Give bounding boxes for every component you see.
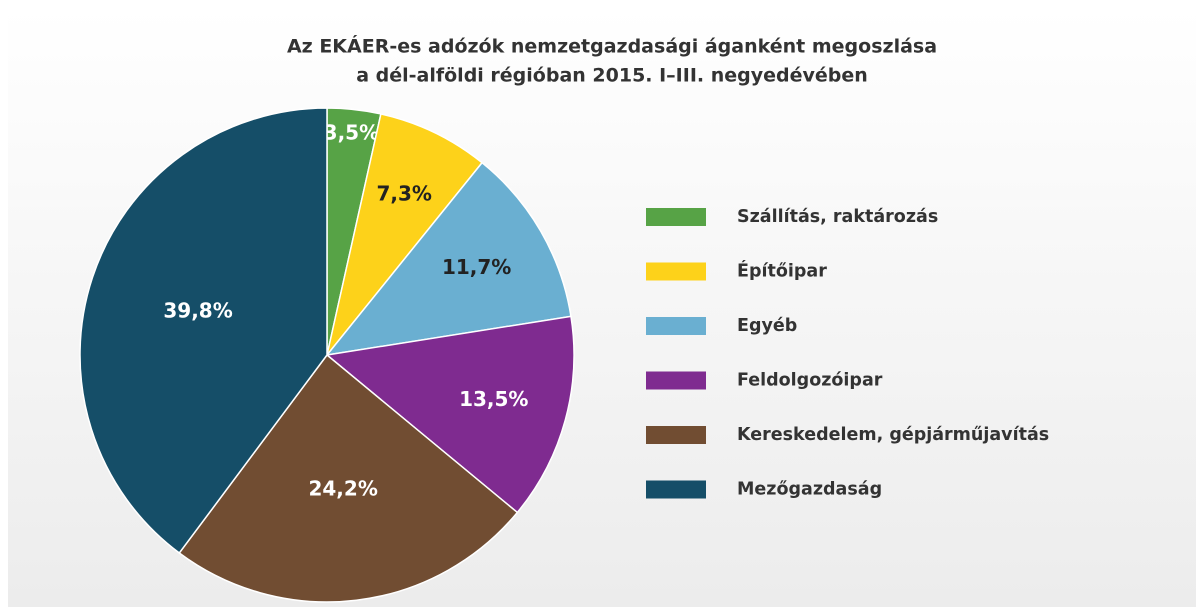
- legend-swatch: [646, 262, 706, 281]
- pie-slice: [79, 107, 328, 555]
- legend-label: Építőipar: [737, 260, 827, 282]
- pie-slice: [178, 353, 519, 603]
- data-label: 7,3%: [376, 181, 431, 205]
- legend-label: Feldolgozóipar: [737, 371, 883, 391]
- data-label: 24,2%: [308, 476, 377, 500]
- data-label: 11,7%: [442, 255, 511, 279]
- legend-swatch: [646, 426, 706, 444]
- chart-title: Az EKÁER-es adózók nemzetgazdasági ágank…: [287, 35, 937, 58]
- pie-slice: [325, 161, 572, 357]
- legend-swatch: [646, 480, 706, 499]
- legend-label: Mezőgazdaság: [737, 480, 882, 500]
- pie-slice: [325, 315, 575, 514]
- data-label: 13,5%: [459, 387, 528, 411]
- data-label: 3,5%: [324, 121, 379, 145]
- legend-swatch: [646, 371, 706, 390]
- legend-label: Kereskedelem, gépjárműjavítás: [737, 425, 1049, 445]
- pie-slice: [326, 113, 484, 356]
- legend-swatch: [646, 317, 706, 335]
- chart-title: a dél-alföldi régióban 2015. I–III. negy…: [356, 65, 868, 87]
- legend-label: Szállítás, raktározás: [737, 207, 938, 227]
- legend-swatch: [646, 208, 706, 226]
- data-label: 39,8%: [163, 299, 232, 323]
- legend-label: Egyéb: [737, 316, 797, 336]
